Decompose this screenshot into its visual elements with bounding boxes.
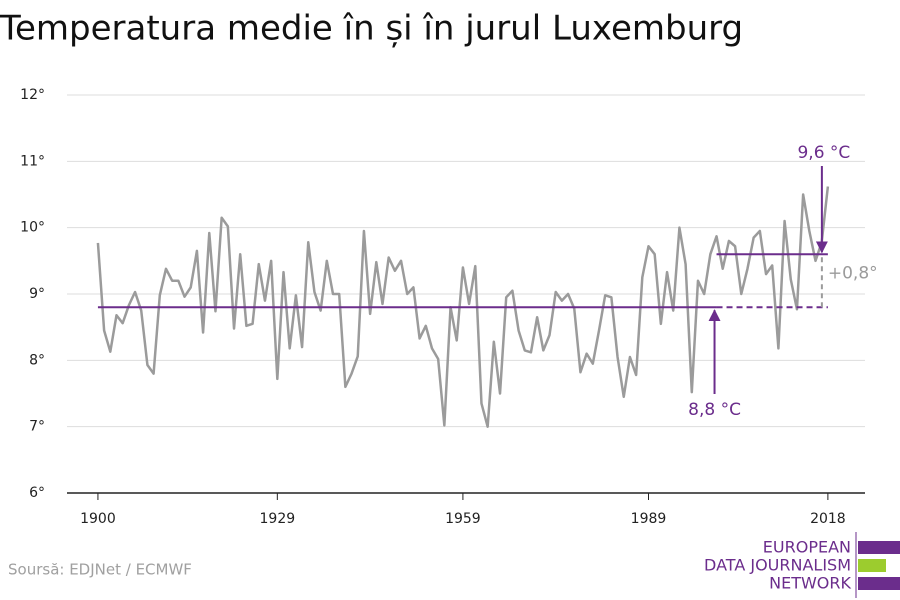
y-tick-label: 9° — [29, 286, 45, 302]
y-tick-label: 8° — [29, 352, 45, 368]
y-tick-label: 6° — [29, 485, 45, 501]
y-tick-label: 7° — [29, 419, 45, 435]
logo-text: DATA JOURNALISM — [704, 556, 851, 575]
difference-label: +0,8° — [828, 264, 878, 284]
x-tick-label: 2018 — [810, 511, 846, 527]
y-tick-label: 10° — [20, 220, 45, 236]
annotation-label: 8,8 °C — [688, 400, 741, 420]
chart-title: Temperatura medie în și în jurul Luxembu… — [0, 9, 743, 49]
data-line — [96, 186, 830, 428]
logo-bar — [858, 541, 900, 554]
source: Soursă: EDJNet / ECMWF — [8, 561, 192, 579]
logo-text: EUROPEAN — [763, 538, 851, 557]
y-tick-label: 12° — [20, 87, 45, 103]
annotation-label: 9,6 °C — [797, 143, 850, 163]
x-tick-label: 1900 — [80, 511, 116, 527]
logo-bar — [858, 559, 886, 572]
x-tick-label: 1989 — [631, 511, 667, 527]
x-tick-label: 1959 — [445, 511, 481, 527]
x-tick-label: 1929 — [260, 511, 296, 527]
logo-bar — [858, 577, 900, 590]
y-tick-label: 11° — [20, 153, 45, 169]
logo-text: NETWORK — [769, 574, 851, 593]
